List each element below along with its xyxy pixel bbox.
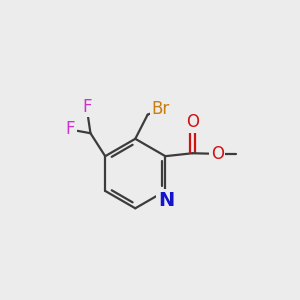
Text: N: N	[158, 191, 174, 210]
Text: O: O	[186, 113, 199, 131]
Text: Br: Br	[151, 100, 169, 118]
Text: F: F	[66, 120, 75, 138]
Text: F: F	[82, 98, 92, 116]
Text: O: O	[211, 145, 224, 163]
